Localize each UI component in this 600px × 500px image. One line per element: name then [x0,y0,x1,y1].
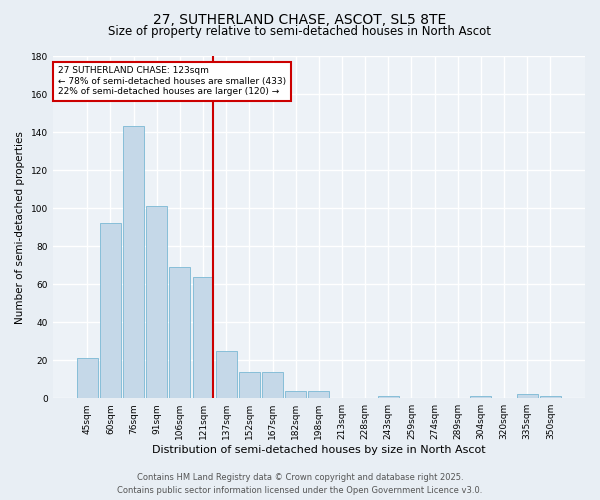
Text: Size of property relative to semi-detached houses in North Ascot: Size of property relative to semi-detach… [109,25,491,38]
Bar [239,372,260,398]
Bar [378,396,399,398]
Bar [123,126,144,398]
Bar [470,396,491,398]
X-axis label: Distribution of semi-detached houses by size in North Ascot: Distribution of semi-detached houses by … [152,445,485,455]
Text: Contains HM Land Registry data © Crown copyright and database right 2025.
Contai: Contains HM Land Registry data © Crown c… [118,474,482,495]
Bar [262,372,283,398]
Y-axis label: Number of semi-detached properties: Number of semi-detached properties [15,130,25,324]
Bar [216,350,236,398]
Bar [77,358,98,398]
Text: 27 SUTHERLAND CHASE: 123sqm
← 78% of semi-detached houses are smaller (433)
22% : 27 SUTHERLAND CHASE: 123sqm ← 78% of sem… [58,66,286,96]
Text: 27, SUTHERLAND CHASE, ASCOT, SL5 8TE: 27, SUTHERLAND CHASE, ASCOT, SL5 8TE [154,12,446,26]
Bar [169,267,190,398]
Bar [308,390,329,398]
Bar [540,396,561,398]
Bar [193,276,214,398]
Bar [100,224,121,398]
Bar [517,394,538,398]
Bar [285,390,306,398]
Bar [146,206,167,398]
